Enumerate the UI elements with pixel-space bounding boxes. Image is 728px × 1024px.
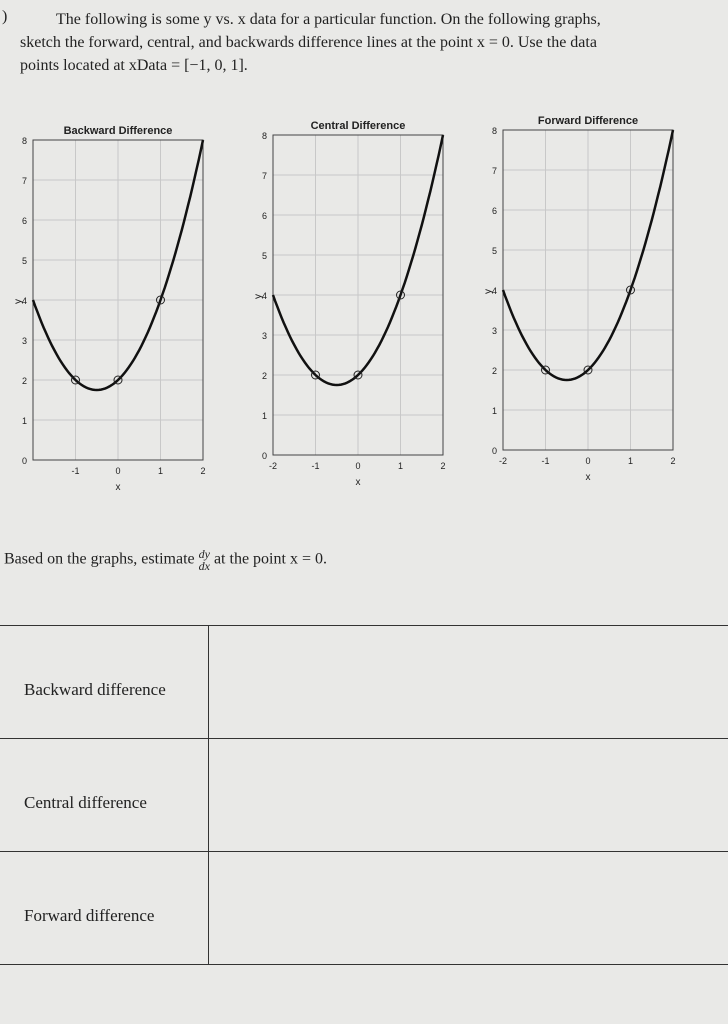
table-row: Central difference bbox=[0, 739, 728, 852]
y-tick-label: 6 bbox=[22, 216, 27, 226]
y-tick-label: 8 bbox=[22, 136, 27, 146]
y-tick-label: 7 bbox=[262, 171, 267, 181]
x-tick-label: 0 bbox=[585, 456, 590, 466]
y-tick-label: 4 bbox=[492, 286, 497, 296]
y-tick-label: 1 bbox=[22, 416, 27, 426]
x-tick-label: 0 bbox=[355, 461, 360, 471]
data-point bbox=[583, 365, 593, 375]
x-axis-label: x bbox=[356, 477, 361, 488]
problem-line-2: sketch the forward, central, and backwar… bbox=[20, 34, 597, 51]
data-point bbox=[71, 375, 80, 385]
charts: Backward Difference 0 1 2 3 4 5 6 7 8 -1 0 1 2 x y Cent… bbox=[0, 105, 728, 505]
y-tick-label: 8 bbox=[492, 126, 497, 136]
x-tick-label: 1 bbox=[628, 456, 633, 466]
y-tick-label: 1 bbox=[262, 411, 267, 421]
row-label: Backward difference bbox=[24, 680, 166, 699]
y-axis-label: y bbox=[253, 294, 264, 299]
y-tick-label: 5 bbox=[492, 246, 497, 256]
fraction-denominator: dx bbox=[198, 559, 210, 573]
x-tick-label: 2 bbox=[670, 456, 675, 466]
x-tick-label: -1 bbox=[311, 461, 319, 471]
question-text-end: at the point x = 0. bbox=[213, 550, 327, 568]
function-curve bbox=[271, 134, 445, 387]
problem-line-1: The following is some y vs. x data for a… bbox=[56, 11, 601, 28]
y-tick-label: 4 bbox=[22, 296, 27, 306]
x-tick-label: -1 bbox=[71, 466, 79, 476]
chart-title: Backward Difference bbox=[64, 125, 173, 137]
y-tick-label: 5 bbox=[262, 251, 267, 261]
chart-title: Forward Difference bbox=[538, 115, 638, 127]
y-tick-label: 2 bbox=[492, 366, 497, 376]
y-tick-label: 6 bbox=[492, 206, 497, 216]
y-tick-label: 6 bbox=[262, 211, 267, 221]
y-tick-label: 3 bbox=[492, 326, 497, 336]
data-point bbox=[311, 370, 320, 380]
chart-title: Central Difference bbox=[311, 120, 406, 132]
x-tick-label: -1 bbox=[541, 456, 549, 466]
x-tick-label: -2 bbox=[269, 461, 277, 471]
problem-line-3: points located at xData = [−1, 0, 1]. bbox=[20, 57, 248, 74]
x-tick-label: 2 bbox=[440, 461, 445, 471]
y-tick-label: 8 bbox=[262, 131, 267, 141]
y-axis-label: y bbox=[483, 289, 494, 294]
question-text: Based on the graphs, estimate bbox=[4, 550, 195, 568]
y-tick-label: 4 bbox=[262, 291, 267, 301]
answer-table: Backward difference Central difference F… bbox=[0, 625, 728, 966]
y-axis-label: y bbox=[13, 299, 24, 304]
y-tick-label: 7 bbox=[492, 166, 497, 176]
backward-answer-cell[interactable] bbox=[208, 626, 728, 738]
central-answer-cell[interactable] bbox=[208, 739, 728, 851]
y-tick-label: 3 bbox=[262, 331, 267, 341]
table-row: Forward difference bbox=[0, 852, 728, 965]
x-tick-label: 1 bbox=[398, 461, 403, 471]
central-difference-chart: Central Difference 0 1 2 3 4 5 6 7 8 -2 -1 0 1 2 x y bbox=[253, 120, 446, 488]
question: Based on the graphs, estimate dy dx at th… bbox=[4, 548, 327, 572]
y-tick-label: 0 bbox=[22, 456, 27, 466]
problem-statement: The following is some y vs. x data for a… bbox=[20, 8, 700, 77]
data-point bbox=[396, 290, 405, 300]
row-label: Forward difference bbox=[24, 906, 155, 925]
row-label: Central difference bbox=[24, 793, 147, 812]
derivative-fraction: dy dx bbox=[199, 548, 210, 572]
data-point bbox=[541, 365, 550, 375]
y-tick-label: 0 bbox=[492, 446, 497, 456]
data-point bbox=[156, 295, 165, 305]
problem-marker: ) bbox=[2, 8, 8, 25]
table-row: Backward difference bbox=[0, 626, 728, 739]
data-point bbox=[113, 375, 123, 385]
y-tick-label: 3 bbox=[22, 336, 27, 346]
x-tick-label: 2 bbox=[200, 466, 205, 476]
y-tick-label: 0 bbox=[262, 451, 267, 461]
function-curve bbox=[501, 129, 675, 382]
y-tick-label: 2 bbox=[262, 371, 267, 381]
function-curve bbox=[31, 139, 205, 392]
backward-difference-chart: Backward Difference 0 1 2 3 4 5 6 7 8 -1 0 1 2 x y bbox=[13, 125, 206, 493]
x-tick-label: -2 bbox=[499, 456, 507, 466]
x-axis-label: x bbox=[586, 472, 591, 483]
y-tick-label: 5 bbox=[22, 256, 27, 266]
forward-answer-cell[interactable] bbox=[208, 852, 728, 964]
forward-difference-chart: Forward Difference 0 1 2 3 4 5 6 7 8 -2 -1 0 1 2 x y bbox=[483, 115, 676, 483]
data-point bbox=[353, 370, 363, 380]
y-tick-label: 1 bbox=[492, 406, 497, 416]
x-tick-label: 0 bbox=[115, 466, 120, 476]
data-point bbox=[626, 285, 635, 295]
y-tick-label: 7 bbox=[22, 176, 27, 186]
x-axis-label: x bbox=[116, 482, 121, 493]
fraction-numerator: dy bbox=[198, 547, 210, 561]
y-tick-label: 2 bbox=[22, 376, 27, 386]
x-tick-label: 1 bbox=[158, 466, 163, 476]
